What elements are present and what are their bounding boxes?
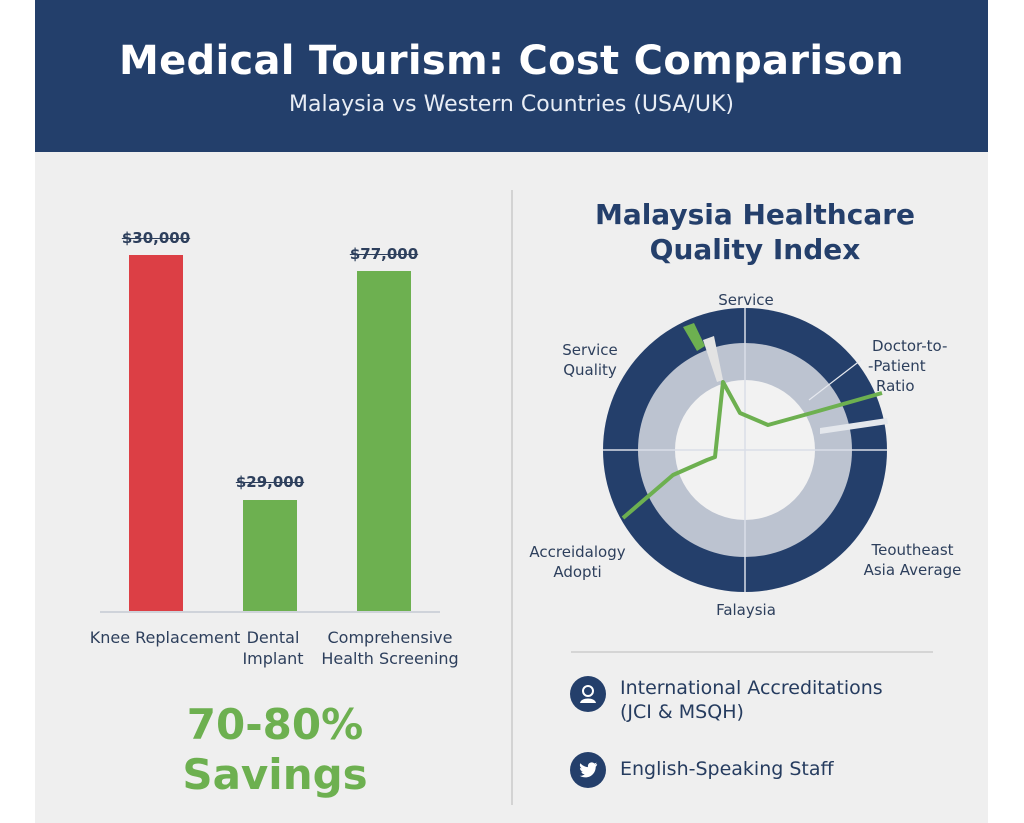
bar-value-screening: $77,000	[349, 245, 419, 263]
donut-label-malaysia: Falaysia	[716, 601, 776, 619]
section-divider	[511, 190, 513, 805]
label-line: Ratio	[876, 377, 915, 395]
savings-percent: 70-80%	[186, 700, 364, 749]
feature-line: International Accreditations	[620, 677, 883, 699]
bar-dental-implant	[243, 500, 297, 611]
features-separator	[571, 651, 933, 653]
label-line: -Patient	[868, 357, 926, 375]
donut-label-service-quality: Service Quality	[545, 340, 635, 380]
x-label-dental: Dental Implant	[242, 628, 304, 668]
label-line: Adopti	[553, 563, 602, 581]
label-line: Teoutheast	[871, 541, 954, 559]
light-wedge-right	[820, 418, 888, 434]
page-subtitle: Malaysia vs Western Countries (USA/UK)	[289, 92, 734, 117]
quality-title-line1: Malaysia Healthcare	[594, 198, 916, 231]
feature-line: (JCI & MSQH)	[620, 701, 744, 723]
bar-knee-replacement	[129, 255, 183, 611]
donut-label-accreditation: Accreidalogy Adopti	[515, 542, 640, 582]
bird-icon	[570, 752, 606, 788]
donut-label-doctor-ratio: Doctor-to- -Patient Ratio	[858, 336, 968, 396]
feature-english-staff-text: English-Speaking Staff	[620, 758, 834, 780]
donut-label-sea-average: Teoutheast Asia Average	[855, 540, 970, 580]
label-line: Service	[562, 341, 618, 359]
cost-bar-chart: $30,000 $29,000 $77,000 Knee Replacement…	[70, 200, 470, 680]
header-banner: Medical Tourism: Cost Comparison Malaysi…	[35, 0, 988, 152]
label-line: Doctor-to-	[872, 337, 948, 355]
feature-accreditations: International Accreditations (JCI & MSQH…	[570, 676, 883, 724]
savings-word: Savings	[182, 750, 368, 799]
label-line: Accreidalogy	[529, 543, 626, 561]
quality-title-line2: Quality Index	[649, 233, 861, 266]
savings-callout: 70-80% Savings	[150, 700, 400, 800]
feature-english-staff: English-Speaking Staff	[570, 752, 834, 788]
label-line: Asia Average	[863, 561, 962, 579]
bar-value-knee: $30,000	[121, 229, 191, 247]
green-wedge	[683, 323, 705, 351]
x-label-screening: Comprehensive Health Screening	[321, 628, 459, 668]
axis-diagonal	[808, 359, 862, 401]
page-title: Medical Tourism: Cost Comparison	[118, 38, 905, 84]
donut-label-service: Service	[718, 291, 774, 309]
bar-health-screening	[357, 271, 411, 611]
quality-index-title: Malaysia Healthcare Quality Index	[540, 197, 970, 267]
malaysia-series-line	[621, 380, 883, 520]
label-line: Quality	[563, 361, 617, 379]
x-axis-line	[100, 611, 440, 613]
person-badge-icon	[570, 676, 606, 712]
bar-value-dental: $29,000	[235, 473, 305, 491]
quality-donut-chart	[603, 308, 888, 592]
light-wedge	[703, 336, 723, 382]
x-label-knee: Knee Replacement	[89, 628, 241, 647]
feature-accreditations-text: International Accreditations (JCI & MSQH…	[620, 676, 883, 724]
